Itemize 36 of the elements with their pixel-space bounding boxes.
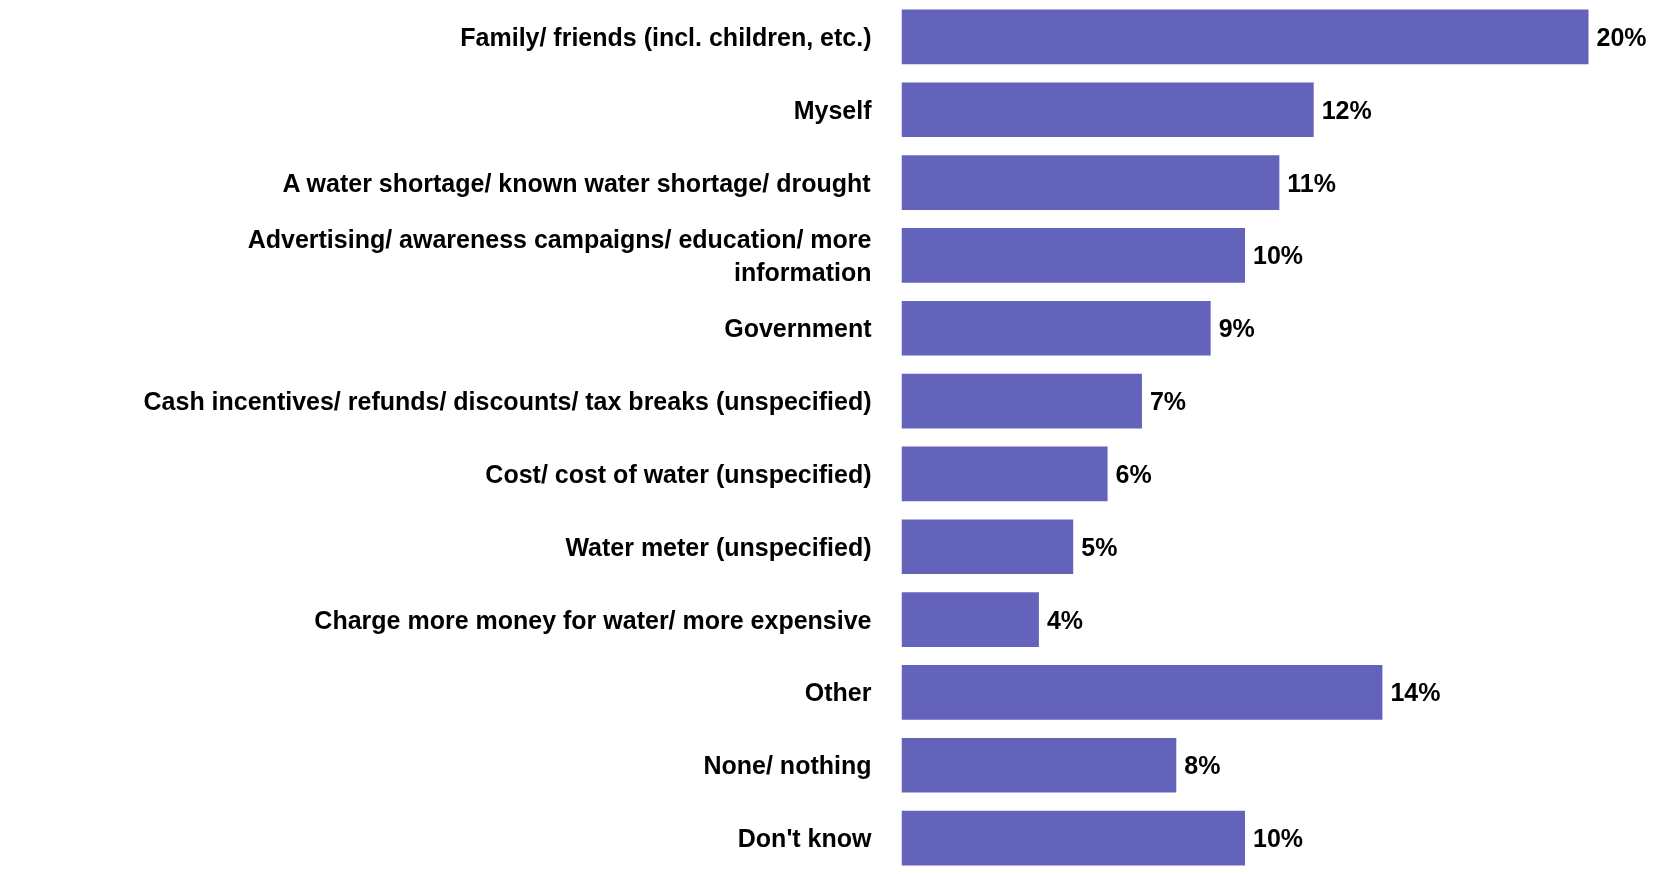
data-label: 5% <box>1081 532 1118 561</box>
bar <box>901 592 1039 647</box>
data-label: 14% <box>1390 678 1441 707</box>
y-tick-label: Family/ friends (incl. children, etc.) <box>460 22 872 51</box>
bar <box>901 519 1074 575</box>
data-label: 12% <box>1321 95 1372 124</box>
y-tick-label: Don't know <box>737 824 873 853</box>
y-tick-label: A water shortage/ known water shortage/ drought <box>282 168 872 197</box>
y-tick-label: Charge more money for water/ more expensive <box>314 605 872 634</box>
bar <box>901 665 1383 720</box>
bar <box>901 228 1245 283</box>
data-label: 10% <box>1253 824 1304 853</box>
bar <box>901 300 1211 356</box>
bar <box>901 737 1177 793</box>
y-tick-label: Advertising/ awareness campaigns/ education/ more information <box>247 224 872 287</box>
bar <box>901 9 1589 65</box>
bar <box>901 82 1314 138</box>
y-tick-label: Cash incentives/ refunds/ discounts/ tax breaks (unspecified) <box>143 387 872 416</box>
y-tick-label: Water meter (unspecified) <box>565 532 872 561</box>
y-tick-label: None/ nothing <box>703 751 872 780</box>
y-tick-label: Other <box>804 678 872 707</box>
data-label: 6% <box>1115 459 1152 488</box>
bar <box>901 446 1108 502</box>
data-label: 8% <box>1184 751 1221 780</box>
data-label: 7% <box>1149 387 1187 416</box>
y-tick-label: Government <box>724 314 873 343</box>
data-label: 4% <box>1046 605 1084 634</box>
data-label: 9% <box>1218 314 1255 343</box>
bar <box>901 810 1245 866</box>
bar <box>901 373 1142 429</box>
y-tick-label: Myself <box>793 95 873 124</box>
data-label: 20% <box>1596 22 1647 51</box>
bar <box>901 155 1280 210</box>
data-label: 11% <box>1287 168 1337 197</box>
data-label: 10% <box>1253 241 1304 270</box>
y-tick-label: Cost/ cost of water (unspecified) <box>485 459 872 488</box>
